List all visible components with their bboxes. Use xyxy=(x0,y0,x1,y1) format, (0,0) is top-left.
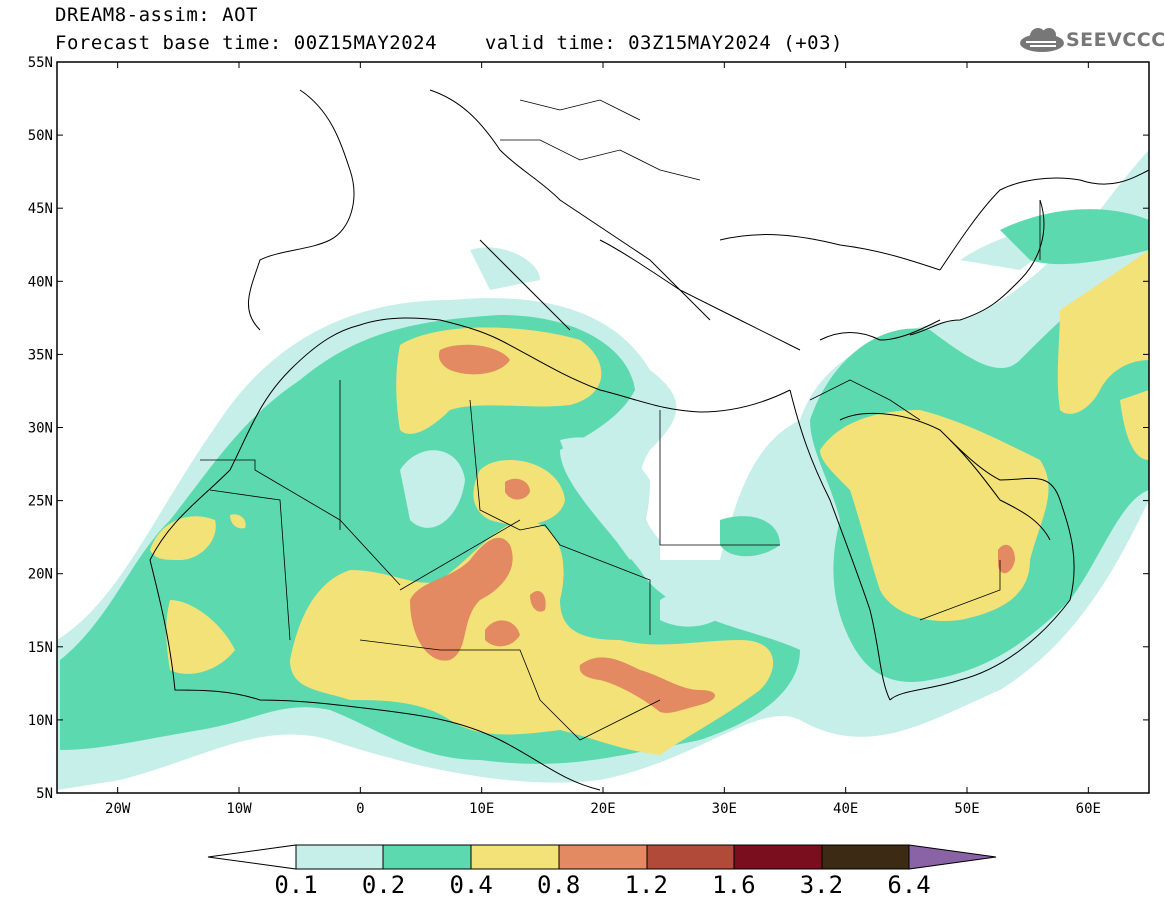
y-tick-label: 20N xyxy=(28,567,53,583)
y-tick-label: 45N xyxy=(28,201,53,217)
x-tick-label: 0 xyxy=(356,801,364,817)
colorbar-bin-0-2 xyxy=(382,844,472,870)
y-tick-label: 15N xyxy=(28,640,53,656)
y-tick-label: 30N xyxy=(28,421,53,437)
x-tick-label: 20E xyxy=(590,801,615,817)
colorbar-bin-0-8 xyxy=(558,844,648,870)
y-tick-label: 10N xyxy=(28,713,53,729)
country-borders xyxy=(200,99,1041,741)
aot-band-0-8 xyxy=(410,344,1015,713)
aot-band-0-1-holes xyxy=(400,437,730,627)
logo-text: SEEVCCC xyxy=(1066,29,1165,51)
x-tick-label: 40E xyxy=(833,801,858,817)
x-tick-label: 10W xyxy=(226,801,252,817)
x-axis: 20W 10W 0 10E 20E 30E 40E 50E 60E xyxy=(105,62,1101,817)
y-tick-label: 40N xyxy=(28,274,53,290)
x-tick-label: 60E xyxy=(1076,801,1101,817)
colorbar-low-arrow xyxy=(207,844,297,870)
colorbar-level-label: 1.2 xyxy=(625,871,668,899)
map-title: DREAM8-assim: AOT xyxy=(55,4,258,26)
y-tick-label: 55N xyxy=(28,55,53,71)
x-tick-label: 30E xyxy=(712,801,737,817)
colorbar-level-label: 0.1 xyxy=(274,871,317,899)
x-tick-label: 20W xyxy=(105,801,131,817)
time-info: Forecast base time: 00Z15MAY2024 valid t… xyxy=(55,32,843,54)
valid-time: valid time: 03Z15MAY2024 (+03) xyxy=(484,32,843,54)
colorbar-level-label: 0.4 xyxy=(449,871,492,899)
colorbar-bin-0-1 xyxy=(295,844,384,870)
y-axis: 55N 50N 45N 40N 35N 30N 25N 20N 15N 10N 5N xyxy=(28,55,1149,802)
y-tick-label: 25N xyxy=(28,494,53,510)
colorbar-level-label: 6.4 xyxy=(887,871,930,899)
colorbar-labels: 0.1 0.2 0.4 0.8 1.2 1.6 3.2 6.4 xyxy=(274,871,930,899)
colorbar-level-label: 0.8 xyxy=(537,871,580,899)
aot-field xyxy=(57,62,1149,793)
x-tick-label: 50E xyxy=(954,801,979,817)
x-tick-label: 10E xyxy=(469,801,494,817)
y-tick-label: 35N xyxy=(28,347,53,363)
colorbar-bin-0-4 xyxy=(470,844,560,870)
colorbar-bin-3-2 xyxy=(821,844,910,870)
colorbar-high-arrow xyxy=(908,844,997,870)
colorbar-level-label: 3.2 xyxy=(800,871,843,899)
base-time: Forecast base time: 00Z15MAY2024 xyxy=(55,32,438,54)
seevccc-logo xyxy=(1020,28,1064,52)
y-tick-label: 50N xyxy=(28,128,53,144)
coastlines xyxy=(149,89,1149,791)
colorbar-bin-1-2 xyxy=(646,844,735,870)
colorbar-level-label: 1.6 xyxy=(712,871,755,899)
cloud-icon xyxy=(1020,28,1064,52)
y-tick-label: 5N xyxy=(36,786,53,802)
colorbar-level-label: 0.2 xyxy=(362,871,405,899)
colorbar-bin-1-6 xyxy=(733,844,823,870)
colorbar: 0.1 0.2 0.4 0.8 1.2 1.6 3.2 6.4 xyxy=(207,844,997,899)
